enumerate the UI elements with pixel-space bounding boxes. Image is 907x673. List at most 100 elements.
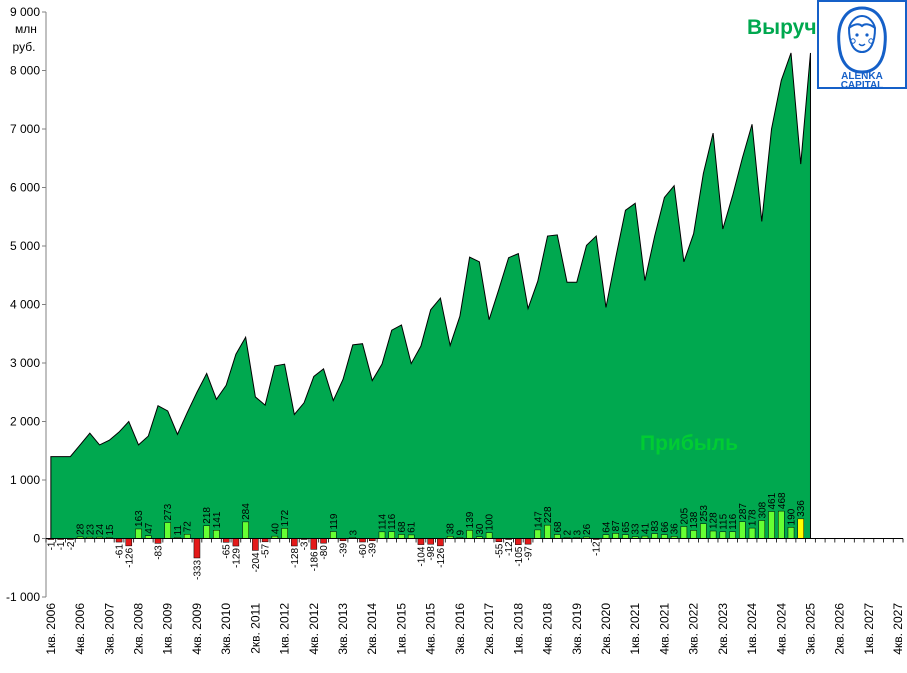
- profit-bar: [242, 521, 249, 539]
- profit-data-label: -98: [426, 546, 437, 561]
- profit-data-label: 30: [475, 523, 486, 535]
- profit-data-label: 468: [777, 492, 788, 509]
- profit-bar: [281, 528, 288, 539]
- profit-bar: [680, 526, 688, 539]
- profit-bar: [709, 530, 717, 539]
- profit-bar: [534, 529, 542, 539]
- profit-data-label: 178: [748, 509, 759, 526]
- x-tick-label: 4кв. 2006: [73, 603, 87, 655]
- profit-data-label: 141: [212, 511, 223, 528]
- profit-data-label: 115: [718, 513, 729, 529]
- y-tick-label: 9 000: [10, 5, 40, 19]
- profit-data-label: -3: [300, 541, 311, 550]
- profit-data-label: -83: [153, 545, 164, 560]
- y-tick-labels: -1 000 0 1 000 2 000 3 000 4 000 5 000 6 000 7 0…: [6, 5, 40, 604]
- profit-data-label: -126: [124, 547, 135, 567]
- profit-bar: [330, 531, 337, 539]
- profit-data-label: 38: [446, 523, 457, 535]
- profit-data-label: -128: [290, 548, 301, 568]
- profit-data-label: 3: [348, 530, 359, 536]
- profit-data-label: -204: [251, 552, 262, 572]
- profit-data-label: 2: [563, 530, 574, 536]
- profit-data-label: -129: [231, 548, 242, 568]
- profit-data-label: 218: [202, 507, 213, 524]
- profit-bar: [310, 538, 318, 550]
- profit-data-label: -1: [56, 541, 67, 550]
- profit-data-label: 138: [689, 511, 700, 528]
- x-tick-label: 1кв. 2021: [628, 603, 642, 655]
- profit-data-label: 273: [163, 503, 174, 520]
- y-tick-label: 2 000: [10, 415, 40, 429]
- matryoshka-icon: [837, 6, 887, 74]
- profit-data-label: 33: [631, 523, 642, 535]
- profit-data-label: 308: [757, 501, 768, 518]
- x-tick-label: 2кв. 2023: [716, 603, 730, 655]
- x-tick-label: 1кв. 2027: [862, 603, 876, 655]
- y-tick-label: 6 000: [10, 181, 40, 195]
- profit-bar: [222, 538, 230, 543]
- profit-bar: [466, 530, 473, 539]
- profit-data-label: -12: [592, 541, 603, 556]
- profit-data-label: 119: [329, 513, 340, 529]
- profit-data-label: 139: [465, 511, 476, 528]
- profit-data-label: -186: [309, 551, 320, 571]
- x-tick-label: 1кв. 2015: [394, 603, 408, 655]
- profit-data-label: -97: [524, 546, 535, 561]
- profit-data-label: -39: [368, 542, 379, 557]
- alenka-capital-logo: ALENKA CAPITAL: [817, 0, 907, 91]
- profit-data-label: -105: [514, 546, 525, 566]
- profit-bar: [739, 521, 746, 539]
- profit-data-label: 87: [611, 520, 622, 532]
- x-axis-ticks: [45, 538, 904, 543]
- profit-bar: [768, 511, 775, 539]
- profit-data-label: 65: [621, 521, 632, 533]
- profit-bar: [485, 532, 493, 539]
- profit-bar: [690, 530, 697, 539]
- x-tick-label: 1кв. 2018: [511, 603, 525, 655]
- profit-data-label: 461: [767, 492, 778, 509]
- x-tick-label: 3кв. 2010: [219, 603, 233, 655]
- x-tick-label: 2кв. 2017: [482, 603, 496, 655]
- profit-bars: [47, 510, 805, 559]
- y-tick-label: 3 000: [10, 356, 40, 370]
- profit-data-label: -1: [46, 541, 57, 550]
- profit-bar: [700, 523, 707, 539]
- x-tick-label: 2кв. 2020: [599, 603, 613, 655]
- profit-data-label: -104: [416, 546, 427, 566]
- profit-bar: [378, 531, 386, 539]
- profit-bar: [154, 538, 162, 544]
- profit-data-label: -126: [436, 547, 447, 567]
- profit-bar: [797, 518, 805, 539]
- profit-data-label: 28: [76, 523, 87, 535]
- x-tick-label: 3кв. 2025: [803, 603, 817, 655]
- profit-bar: [407, 534, 415, 539]
- x-tick-label: 3кв. 2007: [102, 603, 116, 655]
- profit-data-label: 83: [650, 520, 661, 532]
- profit-bar: [261, 538, 269, 543]
- profit-bar: [612, 533, 619, 539]
- profit-bar: [232, 538, 240, 547]
- y-tick-label: 7 000: [10, 122, 40, 136]
- x-tick-label: 4кв. 2018: [541, 603, 555, 655]
- x-tick-label: 2кв. 2026: [833, 603, 847, 655]
- profit-data-label: 228: [543, 506, 554, 523]
- revenue-series-label: Выручка: [747, 16, 839, 39]
- profit-data-label: 24: [95, 524, 106, 536]
- profit-bar: [661, 534, 668, 539]
- profit-bar: [777, 510, 785, 539]
- profit-data-label: 253: [699, 505, 710, 522]
- revenue-area: [50, 52, 811, 539]
- x-tick-label: 1кв. 2009: [161, 603, 175, 655]
- profit-data-label: -65: [222, 544, 233, 559]
- x-tick-label: 3кв. 2016: [453, 603, 467, 655]
- x-tick-label: 1кв. 2024: [745, 603, 759, 655]
- x-tick-label: 2кв. 2008: [132, 603, 146, 655]
- profit-bar: [320, 538, 327, 544]
- profit-data-label: 116: [728, 513, 739, 529]
- profit-data-label: 47: [144, 522, 155, 534]
- profit-data-label: -80: [319, 545, 330, 560]
- profit-data-label: 284: [241, 503, 252, 520]
- profit-data-label: 15: [105, 524, 116, 536]
- profit-bar: [748, 527, 756, 539]
